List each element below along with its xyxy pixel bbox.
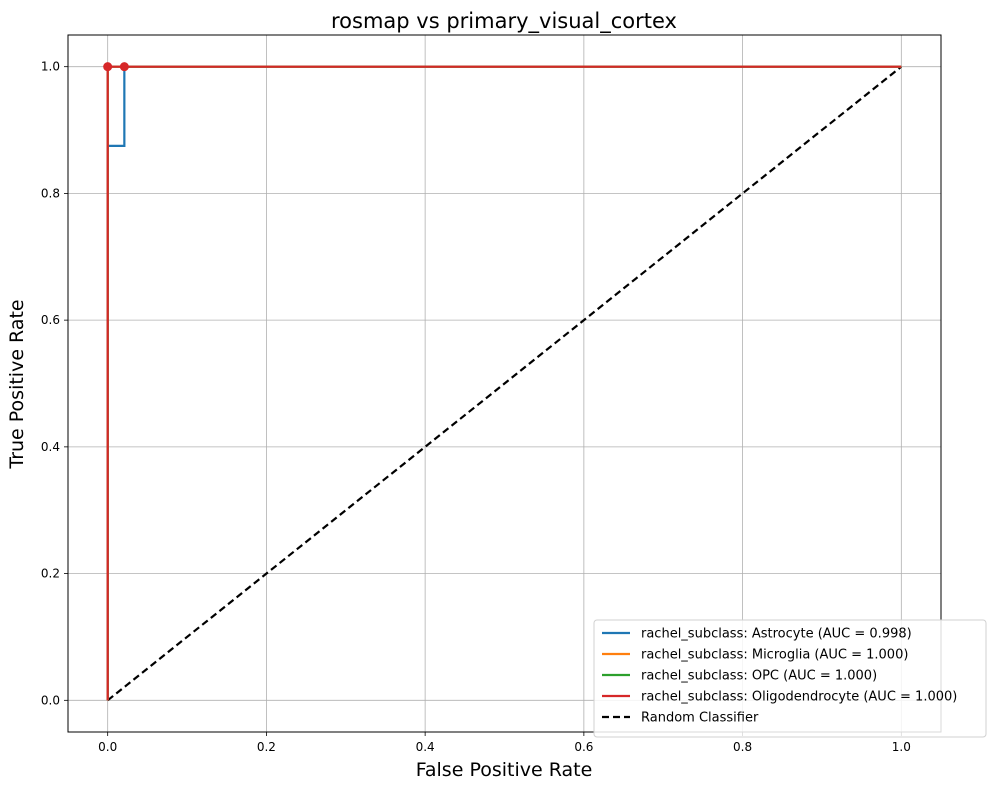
x-tick-label: 0.2 [257, 740, 276, 754]
y-tick-label: 0.6 [41, 313, 60, 327]
legend-label: Random Classifier [641, 711, 759, 726]
optimal-threshold-marker [103, 62, 113, 72]
y-tick-label: 1.0 [41, 60, 60, 74]
random-classifier-line [106, 65, 903, 702]
optimal-threshold-marker [119, 62, 129, 72]
y-axis-label: True Positive Rate [6, 299, 28, 469]
legend-label: rachel_subclass: OPC (AUC = 1.000) [641, 669, 877, 684]
x-axis-label: False Positive Rate [416, 759, 593, 781]
y-tick-label: 0.2 [41, 567, 60, 581]
y-tick-label: 0.0 [41, 693, 60, 707]
legend-label: rachel_subclass: Microglia (AUC = 1.000) [641, 648, 908, 663]
plot-frame [67, 34, 942, 733]
x-tick-label: 0.0 [98, 740, 117, 754]
legend-label: rachel_subclass: Oligodendrocyte (AUC = … [641, 690, 957, 705]
x-tick-label: 0.6 [574, 740, 593, 754]
x-tick-label: 1.0 [892, 740, 911, 754]
chart-title: rosmap vs primary_visual_cortex [331, 9, 677, 34]
y-tick-label: 0.8 [41, 186, 60, 200]
x-tick-label: 0.8 [733, 740, 752, 754]
legend-box [593, 619, 987, 738]
y-axis-ticks: 0.0 0.2 0.4 0.6 0.8 1.0 [41, 60, 68, 707]
x-axis-ticks: 0.0 0.2 0.4 0.6 0.8 1.0 [98, 732, 911, 754]
marker-layer [103, 62, 129, 72]
reference-layer [106, 65, 903, 702]
x-tick-label: 0.4 [416, 740, 435, 754]
y-tick-label: 0.4 [41, 440, 60, 454]
legend-label: rachel_subclass: Astrocyte (AUC = 0.998) [641, 627, 912, 642]
legend: rachel_subclass: Astrocyte (AUC = 0.998)… [593, 619, 987, 738]
